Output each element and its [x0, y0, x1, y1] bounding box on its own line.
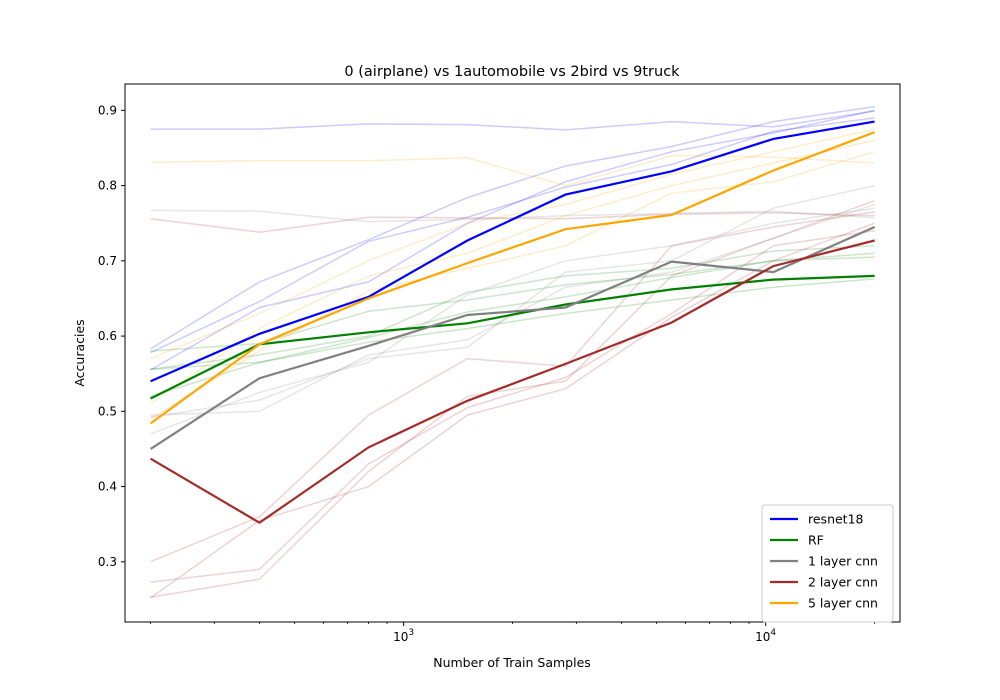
series-4-run-0-line	[150, 154, 875, 187]
series-1-run-3-line	[150, 278, 875, 370]
legend-label: resnet18	[808, 512, 864, 527]
legend: resnet18 RF 1 layer cnn 2 layer cnn 5 layer …	[761, 504, 894, 623]
y-tick-label: 0.9	[98, 103, 117, 117]
series-1-run-1-line	[150, 245, 875, 370]
x-tick-label: 104	[755, 628, 776, 644]
y-tick-label: 0.5	[98, 404, 117, 418]
legend-label: RF	[808, 533, 824, 548]
y-tick-label: 0.6	[98, 329, 117, 343]
y-tick-label: 0.3	[98, 555, 117, 569]
series-0-mean-line	[150, 120, 875, 383]
legend-label: 2 layer cnn	[808, 575, 878, 590]
x-axis-label: Number of Train Samples	[433, 655, 591, 670]
y-tick-label: 0.8	[98, 179, 117, 193]
legend-box	[761, 504, 894, 623]
series-4-run-2-line	[150, 139, 875, 405]
series-3-run-1-line	[150, 211, 875, 563]
series-1-run-0-line	[150, 252, 875, 352]
chart-title: 0 (airplane) vs 1automobile vs 2bird vs …	[344, 64, 680, 80]
series-3-mean-line	[150, 239, 875, 525]
y-axis-label: Accuracies	[72, 319, 87, 386]
plot-area	[149, 105, 876, 599]
series-0-run-2-line	[150, 109, 875, 371]
y-tick-label: 0.7	[98, 254, 117, 268]
series-3-run-4-line	[150, 229, 875, 583]
series-2-mean-line	[150, 225, 876, 450]
series-1-run-2-line	[150, 256, 875, 398]
series-3-run-2-line	[150, 199, 875, 598]
series-2-run-2-line	[150, 207, 875, 435]
legend-label: 1 layer cnn	[808, 554, 878, 569]
series-1-mean-line	[150, 274, 875, 400]
series-0-run-1-line	[150, 105, 875, 350]
x-tick-label: 103	[393, 628, 414, 644]
axis-ticks: 0.3 0.4 0.5 0.6 0.7 0.8 0.9 103 104	[98, 103, 876, 644]
series-4-mean-line	[149, 131, 875, 425]
series-0-run-0-line	[150, 110, 875, 131]
series-0-run-3-line	[150, 117, 875, 354]
series-2-run-1-line	[150, 184, 875, 419]
y-tick-label: 0.4	[98, 480, 117, 494]
legend-label: 5 layer cnn	[808, 596, 878, 611]
series-4-run-1-line	[150, 128, 875, 360]
series-4-run-3-line	[150, 150, 875, 420]
